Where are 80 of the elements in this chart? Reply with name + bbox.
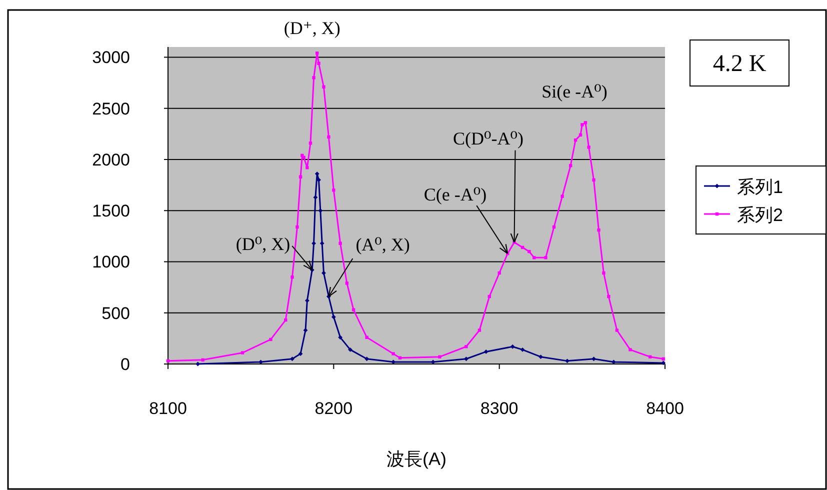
point	[306, 166, 309, 170]
point	[661, 360, 666, 366]
point	[464, 356, 468, 362]
annotation: (D⁺, X)	[284, 18, 340, 38]
annotation: (D⁰, X)	[236, 234, 313, 270]
point	[290, 275, 294, 279]
x-axis-title: 波長(A)	[386, 449, 446, 469]
point	[615, 328, 619, 332]
point	[314, 172, 320, 176]
annotation: (A⁰, X)	[328, 234, 410, 298]
point	[592, 356, 596, 362]
point	[528, 250, 531, 254]
x-tick-label: 8400	[646, 399, 684, 418]
point	[538, 354, 543, 360]
point	[580, 123, 584, 126]
x-tick-label: 8200	[314, 399, 353, 418]
point	[560, 194, 564, 198]
annotation: Si(e -A⁰)	[542, 82, 608, 102]
point	[565, 358, 570, 364]
annotation: (A⁰, X)	[356, 234, 410, 255]
point	[611, 360, 616, 364]
point	[201, 358, 204, 362]
legend-label: 系列1	[737, 177, 784, 197]
point	[365, 336, 368, 340]
point	[296, 225, 299, 229]
y-tick-label: 500	[102, 304, 130, 323]
y-tick-label: 1500	[92, 202, 130, 221]
annotation: (D⁰, X)	[236, 234, 290, 254]
point	[364, 356, 369, 362]
point	[269, 338, 272, 342]
point	[316, 178, 321, 182]
point	[298, 352, 303, 356]
point	[327, 135, 330, 139]
point	[510, 344, 515, 349]
point	[584, 121, 588, 124]
point	[331, 314, 336, 320]
point	[290, 356, 294, 362]
point	[317, 62, 320, 65]
annotation: C(e -A⁰)	[424, 184, 487, 205]
point	[628, 348, 632, 352]
point	[532, 256, 536, 260]
point	[312, 241, 316, 246]
point	[258, 360, 263, 364]
y-tick-label: 2000	[92, 150, 130, 170]
point	[648, 355, 652, 358]
x-tick-label: 8100	[149, 399, 187, 418]
point	[597, 228, 600, 232]
point	[304, 298, 310, 303]
point	[338, 335, 342, 340]
point	[345, 282, 349, 285]
point	[338, 242, 342, 245]
annotation: C(e -A⁰)	[424, 184, 508, 254]
y-tick-label: 3000	[92, 48, 130, 68]
point	[478, 328, 482, 332]
point	[438, 355, 442, 358]
point	[240, 351, 244, 354]
point	[544, 256, 548, 260]
point	[602, 271, 606, 275]
point	[520, 347, 525, 352]
point	[587, 146, 590, 149]
point	[662, 357, 665, 360]
point	[592, 178, 596, 182]
y-tick-label: 0	[120, 355, 130, 374]
y-tick-label: 1000	[92, 252, 130, 272]
point	[464, 345, 468, 348]
point	[302, 156, 306, 160]
point	[484, 350, 488, 354]
point	[352, 308, 356, 312]
annotation: C(D⁰-A⁰)	[453, 128, 524, 148]
y-tick-label: 2500	[92, 99, 130, 118]
point	[607, 294, 610, 298]
point	[322, 85, 326, 88]
point	[498, 271, 501, 275]
point	[348, 347, 352, 352]
point	[332, 188, 336, 192]
point	[392, 352, 395, 356]
point	[312, 76, 316, 80]
legend-label: 系列2	[737, 205, 784, 225]
x-tick-label: 8300	[480, 399, 518, 418]
text: 4.2 K	[712, 51, 767, 77]
